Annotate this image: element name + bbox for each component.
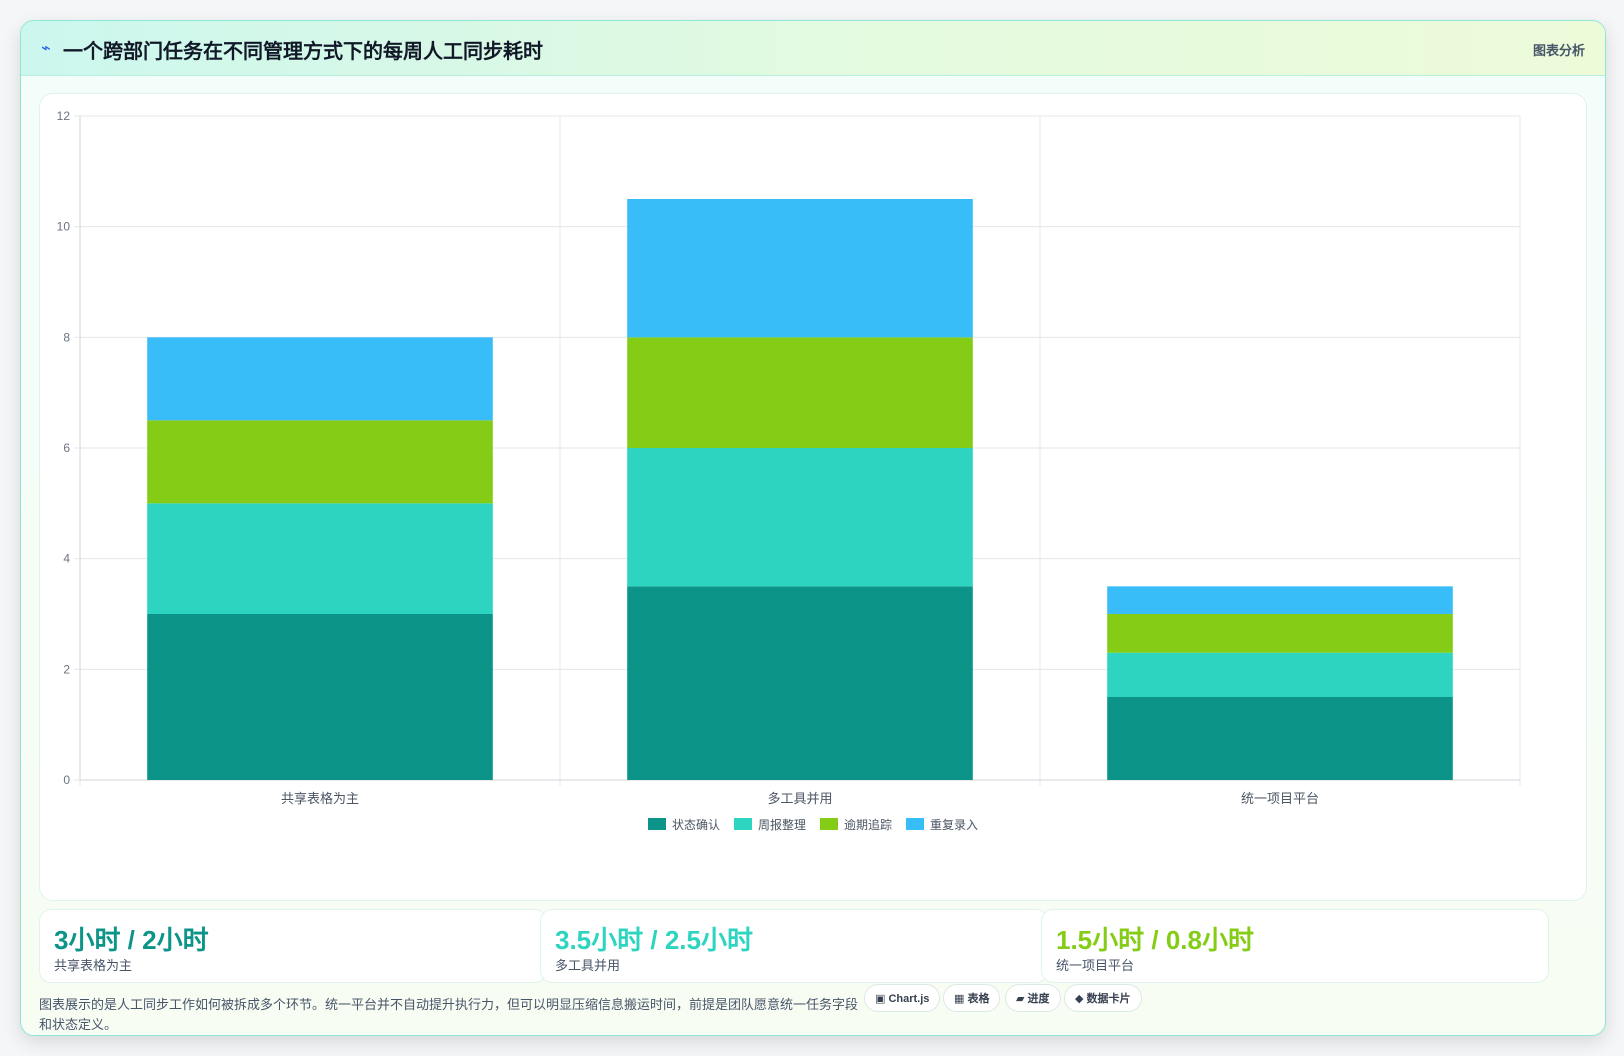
legend-swatch (734, 818, 752, 830)
bar-segment (147, 337, 493, 421)
y-tick-label: 6 (63, 441, 70, 455)
bar-segment (147, 503, 493, 614)
legend-swatch (648, 818, 666, 830)
bar-segment (627, 448, 973, 587)
y-tick-label: 12 (57, 109, 71, 123)
legend-label: 周报整理 (758, 817, 806, 832)
bar-segment (627, 586, 973, 780)
y-tick-label: 8 (63, 330, 70, 344)
y-tick-label: 4 (63, 552, 70, 566)
tag-table[interactable]: ▦ 表格 (943, 984, 1001, 1012)
kpi-card-unified-platform: 1.5小时 / 0.8小时 统一项目平台 (1041, 909, 1549, 983)
legend-label: 状态确认 (672, 818, 720, 832)
kpi-value: 3小时 / 2小时 (54, 925, 209, 955)
legend-label: 逾期追踪 (844, 817, 892, 832)
kpi-label: 多工具并用 (555, 958, 621, 973)
legend-swatch (820, 818, 838, 830)
tag-chartjs[interactable]: ▣ Chart.js (864, 984, 941, 1012)
y-tick-label: 10 (57, 220, 71, 234)
bar-segment (1107, 652, 1453, 697)
kpi-label: 共享表格为主 (54, 958, 133, 973)
chart-footnote: 图表展示的是人工同步工作如何被拆成多个环节。统一平台并不自动提升执行力，但可以明… (39, 997, 859, 1032)
kpi-label: 统一项目平台 (1056, 958, 1135, 973)
bar-segment (1107, 586, 1453, 614)
chart-title: 一个跨部门任务在不同管理方式下的每周人工同步耗时 (63, 41, 543, 63)
kpi-card-shared-sheet: 3小时 / 2小时 共享表格为主 (39, 909, 547, 983)
tag-data-card[interactable]: ◆ 数据卡片 (1064, 984, 1142, 1012)
x-tick-label: 多工具并用 (767, 791, 832, 806)
x-tick-label: 共享表格为主 (281, 791, 359, 806)
kpi-card-multi-tool: 3.5小时 / 2.5小时 多工具并用 (540, 909, 1048, 983)
bar-segment (1107, 697, 1453, 780)
chart-analysis-label: 图表分析 (1532, 43, 1585, 58)
bar-segment (147, 614, 493, 780)
legend-swatch (906, 818, 924, 830)
x-tick-label: 统一项目平台 (1241, 791, 1319, 806)
chart-panel: 0 2 4 6 8 10 12 共享表格为主 多工具并用 统一项目平台状态确认 周报整理 逾期追踪 重复… (39, 93, 1587, 901)
legend-label: 重复录入 (930, 818, 978, 832)
pulse-icon: ⌁ (41, 40, 51, 57)
kpi-value: 1.5小时 / 0.8小时 (1056, 925, 1254, 955)
bar-segment (627, 337, 973, 448)
tag-progress[interactable]: ▰ 进度 (1005, 984, 1061, 1012)
bar-segment (147, 420, 493, 504)
card-header: ⌁ 一个跨部门任务在不同管理方式下的每周人工同步耗时 图表分析 (21, 21, 1605, 76)
chart-card: ⌁ 一个跨部门任务在不同管理方式下的每周人工同步耗时 图表分析 0 2 4 6 8 10 1… (20, 20, 1606, 1036)
bar-segment (1107, 614, 1453, 653)
bar-segment (627, 199, 973, 338)
kpi-value: 3.5小时 / 2.5小时 (555, 925, 753, 955)
y-tick-label: 0 (63, 773, 70, 787)
y-tick-label: 2 (63, 662, 70, 676)
